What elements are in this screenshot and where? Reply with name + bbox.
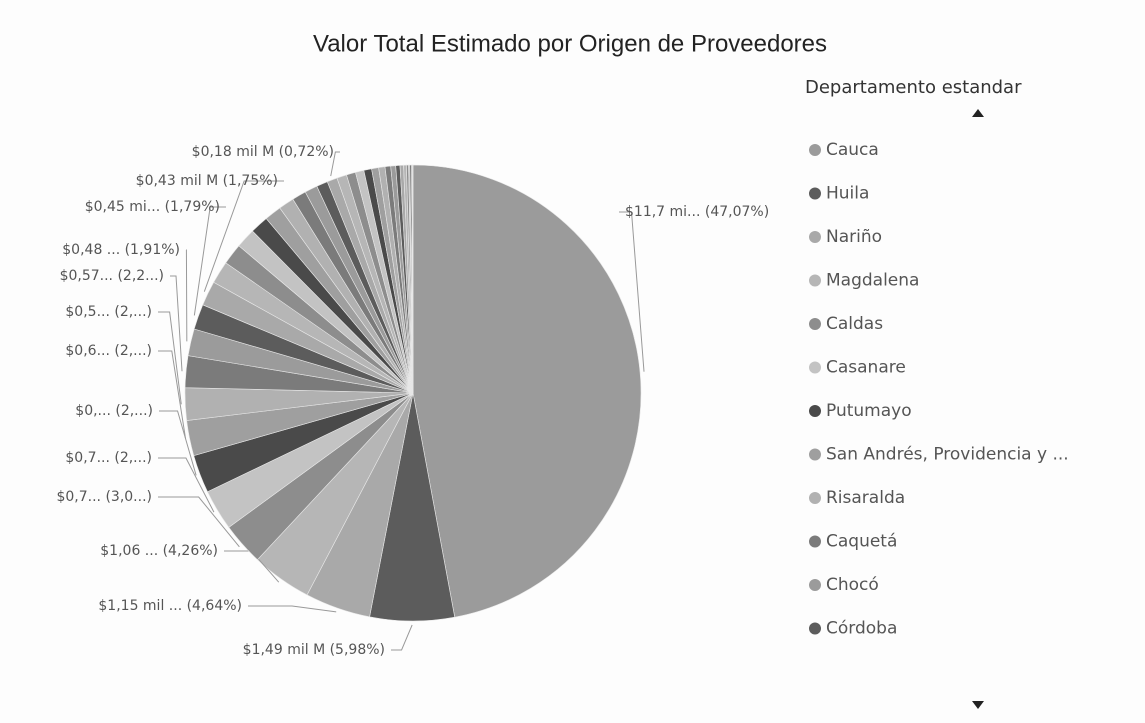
legend-scroll-up[interactable] [972,109,984,117]
data-label: $1,06 ... (4,26%) [100,543,218,559]
leader-line [158,350,187,440]
leader-line [159,410,197,476]
legend-swatch [809,535,821,548]
legend-label: Magdalena [826,271,919,291]
legend-swatch [809,231,821,243]
legend-label: Cauca [826,140,879,160]
data-label: $0,43 mil M (1,75%) [136,173,278,189]
legend-label: Huila [826,184,869,204]
legend-swatch [809,622,821,635]
leader-line [185,249,188,342]
leader-line [330,151,340,177]
data-label: $0,18 mil M (0,72%) [192,144,334,160]
leader-line [193,206,226,316]
legend-label: San Andrés, Providencia y ... [826,445,1069,465]
legend-scroll-down[interactable] [972,701,984,709]
data-label: $0,... (2,...) [75,403,153,419]
data-label: $0,5... (2,...) [65,304,152,320]
legend-swatch [809,144,821,156]
legend-swatch [809,492,821,504]
leader-line [619,211,645,372]
legend-label: Caquetá [826,532,897,552]
legend-swatch [809,274,821,287]
leader-line [158,311,182,405]
legend-label: Putumayo [826,401,912,421]
legend-swatch [809,361,821,374]
pie-slice [412,164,642,618]
leader-line [170,275,183,372]
leader-line [203,180,284,292]
legend-swatch [809,579,821,591]
legend-swatch [809,405,821,417]
data-label: $0,7... (3,0...) [56,489,152,505]
data-label: $11,7 mi... (47,07%) [625,204,769,220]
leader-line [158,457,215,513]
data-label: $0,48 ... (1,91%) [62,242,180,258]
data-label: $1,15 mil ... (4,64%) [98,598,242,614]
data-label: $0,6... (2,...) [65,343,152,359]
pie-slice [411,164,414,394]
leader-line [248,605,337,613]
legend-label: Casanare [826,358,906,378]
legend-swatch [809,448,821,461]
leader-line [391,624,413,651]
data-label: $0,57... (2,2...) [60,268,164,284]
chart-title: Valor Total Estimado por Origen de Prove… [313,30,827,57]
legend-label: Nariño [826,227,882,247]
legend-swatch [809,187,821,200]
legend-label: Risaralda [826,488,905,508]
data-label: $0,7... (2,...) [65,450,152,466]
legend-swatch [809,318,821,330]
legend-label: Chocó [826,575,879,595]
data-label: $1,49 mil M (5,98%) [243,642,385,658]
data-label: $0,45 mi... (1,79%) [85,199,220,215]
leader-line [158,496,240,548]
legend-title: Departamento estandar [805,77,1022,98]
legend-label: Caldas [826,314,883,334]
legend-label: Córdoba [826,619,897,639]
